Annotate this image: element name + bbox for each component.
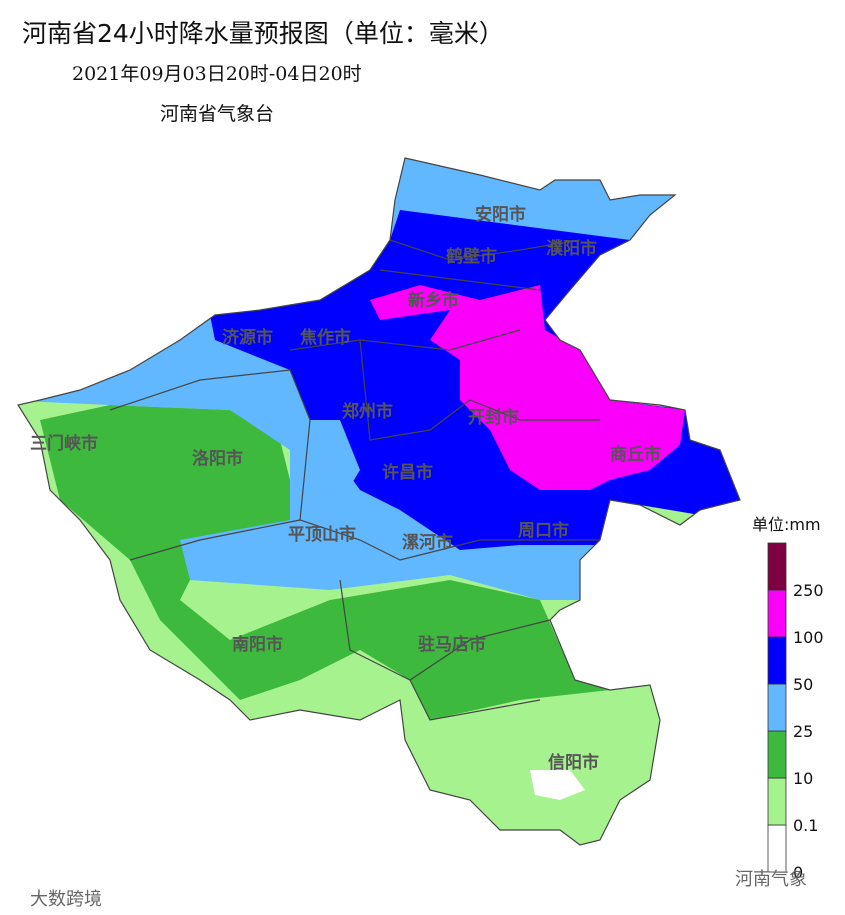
city-label: 许昌市 <box>382 462 433 483</box>
legend-label: 50 <box>793 675 813 694</box>
city-label: 驻马店市 <box>418 634 486 655</box>
city-label: 安阳市 <box>475 204 526 225</box>
legend-swatch <box>767 683 787 732</box>
district-borders <box>17 157 741 846</box>
legend-label: 0.1 <box>793 816 818 835</box>
city-label: 信阳市 <box>548 752 599 773</box>
title: 河南省24小时降水量预报图（单位：毫米） <box>22 19 504 48</box>
legend-label: 10 <box>793 769 813 788</box>
zone-white <box>530 770 585 800</box>
legend-swatch <box>767 730 787 779</box>
city-label: 鹤壁市 <box>446 246 497 267</box>
city-label: 开封市 <box>468 407 519 428</box>
legend-label: 100 <box>793 628 824 647</box>
city-label: 商丘市 <box>610 444 661 465</box>
city-label: 焦作市 <box>299 327 351 348</box>
city-label: 济源市 <box>222 327 273 348</box>
zone-magenta <box>370 285 685 490</box>
legend-label: 25 <box>793 722 813 741</box>
city-label: 漯河市 <box>402 532 453 553</box>
city-label: 平顶山市 <box>288 524 356 545</box>
city-label: 濮阳市 <box>546 238 597 259</box>
legend-label: 0 <box>793 863 803 882</box>
watermark: 大数跨境 <box>30 889 102 910</box>
legend-unit: 单位:mm <box>752 515 821 534</box>
legend-swatch <box>767 824 787 873</box>
city-label: 三门峡市 <box>30 433 98 454</box>
rain-map <box>18 158 740 845</box>
city-label: 郑州市 <box>342 401 393 422</box>
city-label: 新乡市 <box>408 290 459 311</box>
legend-swatch <box>767 777 787 826</box>
legend-swatch <box>767 636 787 685</box>
legend-swatch <box>767 589 787 638</box>
legend-label: 250 <box>793 581 824 600</box>
legend-swatch <box>767 542 787 591</box>
city-label: 洛阳市 <box>192 448 243 469</box>
watermark: 河南气象 <box>735 869 807 890</box>
city-label: 南阳市 <box>232 634 283 655</box>
city-label: 周口市 <box>518 520 569 541</box>
legend: 0 0.1 10 25 50 100 250 <box>767 542 824 882</box>
zone-light-blue <box>310 420 360 495</box>
source: 河南省气象台 <box>160 103 274 125</box>
period: 2021年09月03日20时-04日20时 <box>72 63 362 85</box>
